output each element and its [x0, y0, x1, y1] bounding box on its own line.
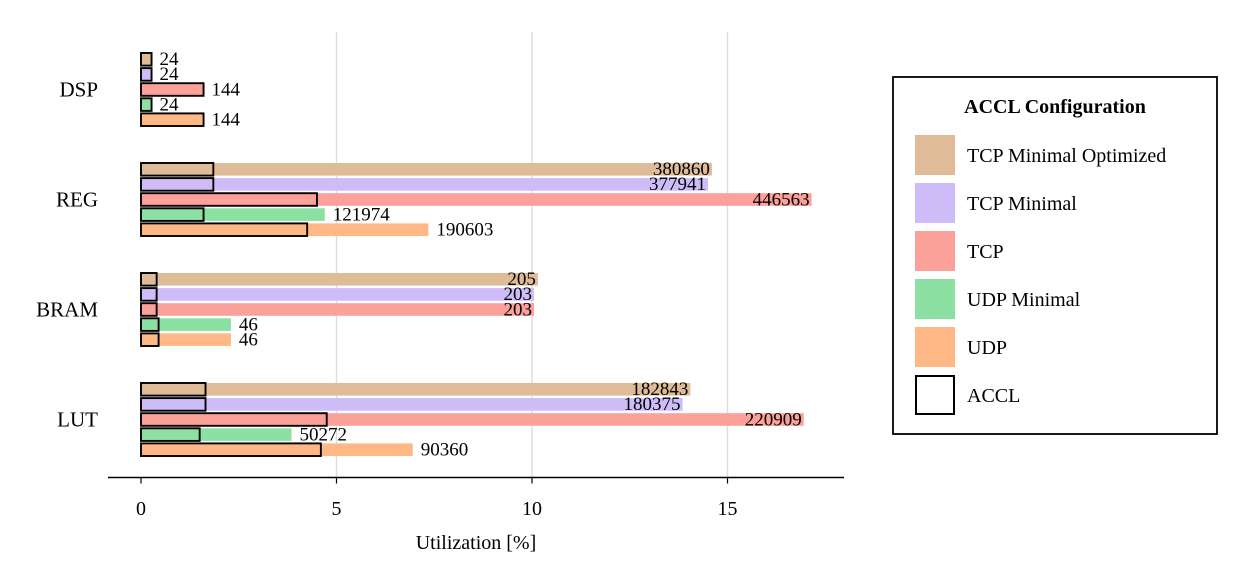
bar-lut-udp-minimal: [141, 428, 292, 441]
accl-bar-bram-tcp: [140, 302, 158, 317]
value-label-lut-udp-minimal: 50272: [300, 424, 348, 445]
y-label-bram: BRAM: [36, 298, 98, 322]
accl-bar-bram-tcp-minimal: [140, 287, 158, 302]
legend: ACCL Configuration TCP Minimal Optimized…: [892, 76, 1218, 435]
accl-bar-lut-tcp: [140, 412, 328, 427]
value-label-bram-tcp: 203: [503, 299, 532, 320]
accl-outline-bars: [140, 52, 328, 457]
bar-bram-udp: [141, 333, 231, 346]
legend-swatch-tcp: [915, 231, 955, 271]
accl-bar-lut-tcp-minimal-optimized: [140, 382, 207, 397]
legend-label-tcp-minimal: TCP Minimal: [967, 193, 1077, 215]
bar-reg-tcp-minimal: [141, 178, 708, 191]
value-label-bram-udp: 46: [239, 330, 258, 351]
accl-bar-bram-udp: [140, 332, 160, 347]
accl-bar-reg-tcp-minimal-optimized: [140, 162, 215, 177]
accl-bar-bram-udp-minimal: [140, 317, 160, 332]
bar-bram-tcp-minimal: [141, 288, 534, 301]
bar-lut-tcp: [141, 413, 804, 426]
legend-swatch-udp: [915, 327, 955, 367]
legend-entries: TCP Minimal Optimized TCP Minimal TCP UDP M…: [915, 135, 1166, 415]
accl-bar-dsp-udp-minimal: [140, 97, 153, 112]
legend-title: ACCL Configuration: [964, 96, 1146, 118]
y-label-reg: REG: [56, 188, 98, 212]
legend-label-tcp-minimal-optimized: TCP Minimal Optimized: [967, 145, 1166, 167]
value-label-lut-tcp: 220909: [745, 409, 802, 430]
bars: [141, 53, 812, 456]
value-label-dsp-tcp-minimal: 24: [160, 64, 180, 85]
legend-label-udp-minimal: UDP Minimal: [967, 289, 1081, 311]
accl-bar-lut-udp-minimal: [140, 427, 201, 442]
x-tick-label: 5: [332, 498, 342, 520]
value-label-lut-udp: 90360: [421, 440, 469, 461]
accl-bar-lut-udp: [140, 442, 322, 457]
y-label-lut: LUT: [57, 408, 98, 432]
accl-bar-dsp-tcp: [140, 82, 205, 97]
accl-bar-dsp-tcp-minimal: [140, 67, 153, 82]
value-label-bram-udp-minimal: 46: [239, 314, 258, 335]
value-label-bram-tcp-minimal-optimized: 205: [507, 269, 536, 290]
bar-bram-tcp: [141, 303, 534, 316]
accl-bar-reg-tcp-minimal: [140, 177, 215, 192]
value-label-lut-tcp-minimal-optimized: 182843: [631, 379, 688, 400]
x-tick-label: 10: [522, 498, 542, 520]
accl-bar-dsp-udp: [140, 112, 205, 127]
bar-bram-tcp-minimal-optimized: [141, 273, 538, 286]
value-label-lut-tcp-minimal: 180375: [624, 394, 681, 415]
legend-label-udp: UDP: [967, 337, 1007, 359]
bar-reg-tcp-minimal-optimized: [141, 163, 712, 176]
legend-swatch-tcp-minimal-optimized: [915, 135, 955, 175]
accl-bar-bram-tcp-minimal-optimized: [140, 272, 158, 287]
value-label-reg-tcp: 446563: [753, 189, 810, 210]
value-label-reg-udp: 190603: [436, 220, 493, 241]
bar-dsp-tcp-minimal-optimized: [141, 53, 152, 66]
value-labels: 2424144241443808603779414465631219741906…: [160, 49, 810, 460]
x-axis: Utilization [%] 0 5 10 15: [108, 476, 844, 554]
value-label-reg-tcp-minimal-optimized: 380860: [653, 159, 710, 180]
legend-swatch-tcp-minimal: [915, 183, 955, 223]
value-label-dsp-udp-minimal: 24: [160, 94, 180, 115]
value-label-reg-tcp-minimal: 377941: [649, 174, 706, 195]
bar-lut-tcp-minimal-optimized: [141, 383, 691, 396]
legend-swatch-accl: [915, 375, 955, 415]
bar-lut-udp: [141, 443, 413, 456]
value-label-reg-udp-minimal: 121974: [333, 204, 391, 225]
y-label-dsp: DSP: [59, 78, 98, 102]
value-label-dsp-tcp: 144: [212, 79, 241, 100]
value-label-bram-tcp-minimal: 203: [503, 284, 532, 305]
x-axis-label: Utilization [%]: [416, 532, 537, 554]
value-label-dsp-tcp-minimal-optimized: 24: [160, 49, 180, 70]
bar-lut-tcp-minimal: [141, 398, 683, 411]
bar-dsp-udp-minimal: [141, 98, 152, 111]
bar-reg-udp: [141, 223, 429, 236]
x-tick-label: 15: [718, 498, 738, 520]
accl-bar-reg-udp-minimal: [140, 207, 205, 222]
bar-dsp-tcp-minimal: [141, 68, 152, 81]
value-label-dsp-udp: 144: [212, 110, 241, 131]
legend-label-tcp: TCP: [967, 241, 1004, 263]
bar-reg-tcp: [141, 193, 812, 206]
legend-label-accl: ACCL: [967, 385, 1020, 407]
bar-dsp-udp: [141, 113, 204, 126]
bar-bram-udp-minimal: [141, 318, 231, 331]
accl-bar-reg-tcp: [140, 192, 318, 207]
accl-bar-lut-tcp-minimal: [140, 397, 207, 412]
accl-bar-reg-udp: [140, 222, 309, 237]
y-category-labels: DSP REG BRAM LUT: [36, 78, 98, 432]
accl-bar-dsp-tcp-minimal-optimized: [140, 52, 153, 67]
bar-dsp-tcp: [141, 83, 204, 96]
x-tick-label: 0: [136, 498, 146, 520]
bar-reg-udp-minimal: [141, 208, 325, 221]
legend-swatch-udp-minimal: [915, 279, 955, 319]
